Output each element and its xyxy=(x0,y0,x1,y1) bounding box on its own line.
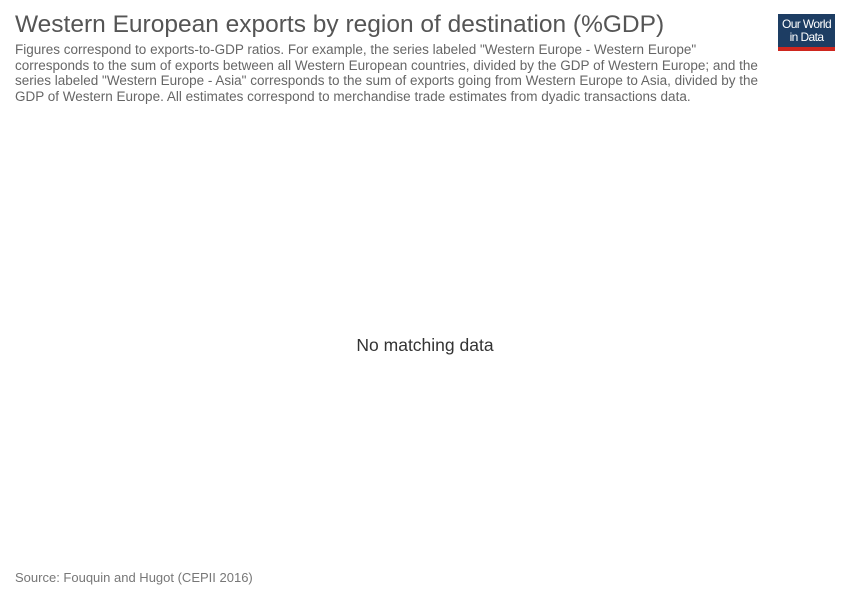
owid-logo[interactable]: Our World in Data xyxy=(778,14,835,51)
logo-text-line-1: Our World xyxy=(781,17,832,31)
logo-accent-bar xyxy=(778,47,835,51)
logo-text-line-2: in Data xyxy=(789,30,824,44)
chart-subtitle: Figures correspond to exports-to-GDP rat… xyxy=(15,42,758,104)
source-note: Source: Fouquin and Hugot (CEPII 2016) xyxy=(15,570,253,585)
no-data-message: No matching data xyxy=(356,335,494,355)
chart-area: No matching data xyxy=(15,125,835,565)
chart-title: Western European exports by region of de… xyxy=(15,11,665,38)
